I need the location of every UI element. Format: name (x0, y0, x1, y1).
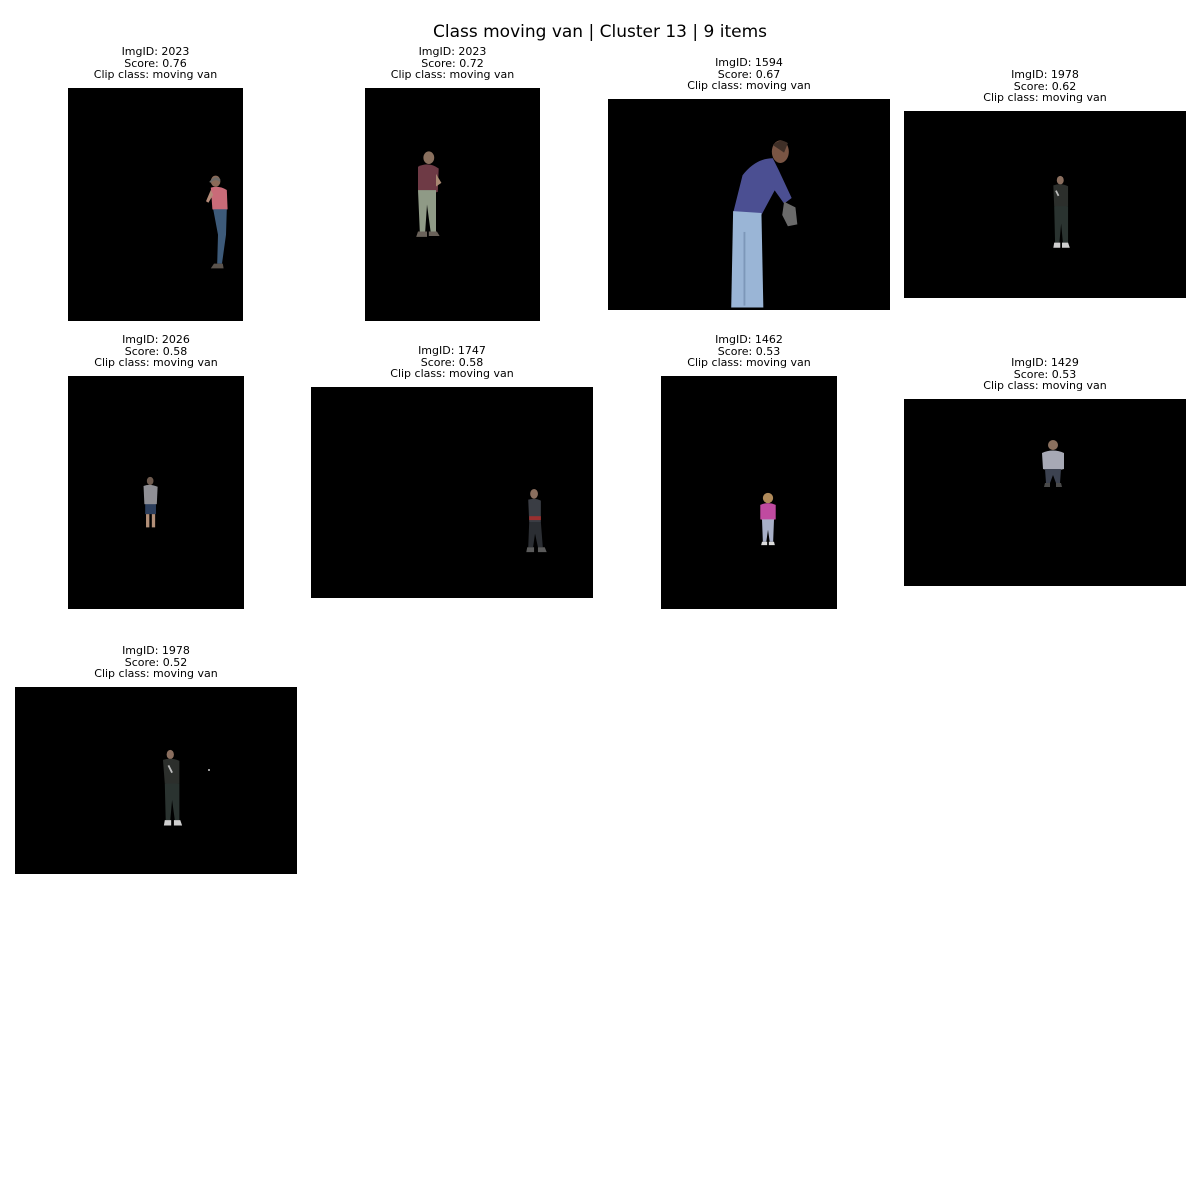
score-label: Score: 0.67 (717, 67, 781, 81)
item-thumbnail (311, 387, 593, 598)
item-thumbnail (365, 88, 540, 321)
clip-class-label: Clip class: moving van (983, 91, 1107, 104)
score-label: Score: 0.53 (1013, 367, 1077, 381)
cluster-item: ImgID: 1978 Score: 0.52 Clip class: movi… (15, 645, 297, 874)
img-id-label: ImgID: 1594 (715, 56, 783, 69)
speck-dot (208, 769, 210, 771)
item-caption: ImgID: 2023 Score: 0.72 Clip class: movi… (365, 46, 540, 81)
person-cutout-icon (1042, 440, 1064, 487)
score-label: Score: 0.53 (717, 344, 781, 358)
person-cutout-icon (143, 476, 158, 528)
item-thumbnail (15, 687, 297, 874)
cluster-item: ImgID: 1462 Score: 0.53 Clip class: movi… (661, 334, 837, 609)
figure-title: Class moving van | Cluster 13 | 9 items (432, 22, 768, 42)
item-thumbnail (68, 376, 244, 609)
clip-class-label: Clip class: moving van (390, 367, 514, 380)
img-id-label: ImgID: 1978 (1011, 68, 1079, 81)
item-caption: ImgID: 1978 Score: 0.52 Clip class: movi… (15, 645, 297, 680)
img-id-label: ImgID: 2026 (122, 333, 190, 346)
cluster-item: ImgID: 1978 Score: 0.62 Clip class: movi… (904, 69, 1186, 298)
item-thumbnail (904, 111, 1186, 298)
clip-class-label: Clip class: moving van (94, 356, 218, 369)
score-label: Score: 0.62 (1013, 79, 1077, 93)
item-caption: ImgID: 1462 Score: 0.53 Clip class: movi… (661, 334, 837, 369)
img-id-label: ImgID: 1978 (122, 644, 190, 657)
score-label: Score: 0.58 (420, 355, 484, 369)
item-caption: ImgID: 1747 Score: 0.58 Clip class: movi… (311, 345, 593, 380)
cluster-item: ImgID: 1594 Score: 0.67 Clip class: movi… (608, 57, 890, 310)
person-cutout-icon (760, 492, 776, 546)
cluster-item: ImgID: 1429 Score: 0.53 Clip class: movi… (904, 357, 1186, 586)
img-id-label: ImgID: 2023 (418, 45, 487, 58)
img-id-label: ImgID: 2023 (121, 45, 190, 58)
person-cutout-icon (206, 175, 228, 269)
person-cutout-icon (731, 140, 798, 308)
person-cutout-icon (526, 489, 547, 553)
person-cutout-icon (162, 749, 183, 826)
item-caption: ImgID: 2023 Score: 0.76 Clip class: movi… (68, 46, 243, 81)
item-thumbnail (661, 376, 837, 609)
item-caption: ImgID: 1594 Score: 0.67 Clip class: movi… (608, 57, 890, 92)
clip-class-label: Clip class: moving van (94, 667, 218, 680)
item-caption: ImgID: 1978 Score: 0.62 Clip class: movi… (904, 69, 1186, 104)
clip-class-label: Clip class: moving van (390, 68, 515, 81)
cluster-item: ImgID: 2023 Score: 0.72 Clip class: movi… (365, 46, 540, 321)
item-caption: ImgID: 2026 Score: 0.58 Clip class: movi… (68, 334, 244, 369)
score-label: Score: 0.72 (421, 56, 484, 70)
img-id-label: ImgID: 1747 (418, 344, 486, 357)
cluster-item: ImgID: 1747 Score: 0.58 Clip class: movi… (311, 345, 593, 598)
clip-class-label: Clip class: moving van (93, 68, 218, 81)
img-id-label: ImgID: 1429 (1011, 356, 1079, 369)
clip-class-label: Clip class: moving van (983, 379, 1107, 392)
item-thumbnail (68, 88, 243, 321)
item-thumbnail (608, 99, 890, 310)
score-label: Score: 0.52 (124, 655, 188, 669)
clip-class-label: Clip class: moving van (687, 79, 811, 92)
score-label: Score: 0.58 (124, 344, 188, 358)
img-id-label: ImgID: 1462 (715, 333, 783, 346)
cluster-item: ImgID: 2023 Score: 0.76 Clip class: movi… (68, 46, 243, 321)
score-label: Score: 0.76 (124, 56, 187, 70)
person-cutout-icon (1053, 175, 1070, 248)
item-caption: ImgID: 1429 Score: 0.53 Clip class: movi… (904, 357, 1186, 392)
cluster-item: ImgID: 2026 Score: 0.58 Clip class: movi… (68, 334, 244, 609)
person-cutout-icon (416, 151, 442, 237)
clip-class-label: Clip class: moving van (687, 356, 811, 369)
item-thumbnail (904, 399, 1186, 586)
